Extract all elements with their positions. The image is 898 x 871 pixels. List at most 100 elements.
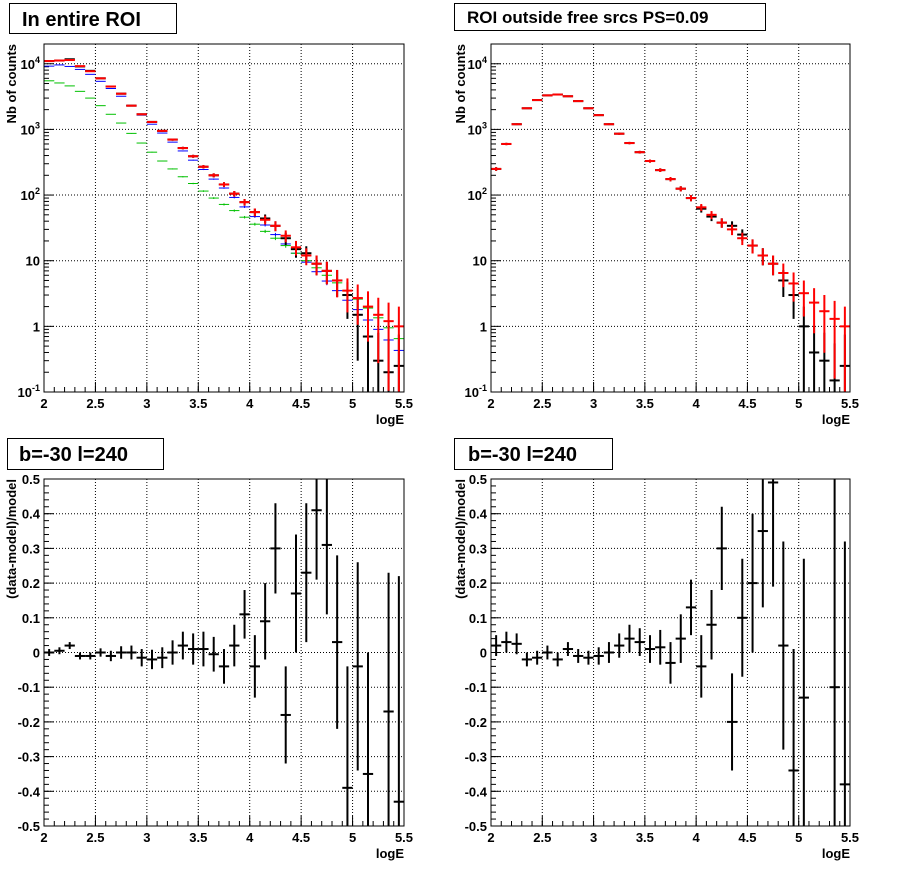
chart-4-x-tick-label: 3 [590, 830, 597, 845]
chart-4-svg: 2 2.5 3 3.5 4 4.5 5 5.5 -0.5 -0.4 -0.3 -0.2 -0.1 0 0.1… [453, 472, 859, 861]
chart-1-y-tick-label: 10 [26, 254, 40, 269]
chart-4-y-axis-title: (data-model)/model [453, 479, 468, 599]
chart-2-y-tick-label: 104 [468, 55, 487, 72]
chart-2-x-axis-title: logE [822, 412, 850, 427]
chart-4-ticks: 2 2.5 3 3.5 4 4.5 5 5.5 -0.5 -0.4 -0.3 -0.2 -0.1 0 0.1… [465, 472, 859, 845]
chart-2-y-tick-label: 103 [468, 120, 487, 137]
chart-3-x-tick-label: 2.5 [86, 830, 104, 845]
chart-3-y-tick-label: 0.5 [22, 472, 40, 487]
chart-2-y-tick-exponent: 2 [482, 186, 487, 196]
chart-3-x-tick-label: 5 [349, 830, 356, 845]
chart-1-y-tick-exponent: 4 [35, 55, 40, 65]
chart-1-y-tick-base: 10 [21, 122, 35, 137]
chart-4-y-tick-label: 0.2 [469, 576, 487, 591]
chart-2-title: ROI outside free srcs PS=0.09 [454, 3, 766, 31]
chart-4-y-tick-label: 0.4 [469, 507, 488, 522]
chart-1-y-tick-label: 102 [21, 186, 40, 203]
chart-2-y-axis-title: Nb of counts [453, 44, 468, 123]
chart-2-data [491, 93, 850, 392]
chart-1-x-axis-title: logE [376, 412, 404, 427]
chart-2-x-tick-label: 2.5 [533, 396, 551, 411]
chart-panel-1: 2 2.5 3 3.5 4 4.5 5 5.5 10-1 1 10 102 103 104 logE Nb o… [0, 0, 449, 435]
chart-1-x-tick-label: 2 [40, 396, 47, 411]
chart-2-y-tick-base: 10 [468, 188, 482, 203]
chart-2-y-tick-exponent: 3 [482, 120, 487, 130]
chart-3-y-tick-label: -0.3 [18, 750, 40, 765]
chart-2-x-tick-label: 5 [795, 396, 802, 411]
chart-4-grid [491, 479, 850, 826]
chart-1-y-tick-base: 10 [21, 188, 35, 203]
chart-3-y-tick-label: 0.4 [22, 507, 41, 522]
chart-4-plot-frame [490, 478, 851, 827]
chart-1-x-tick-label: 3.5 [189, 396, 207, 411]
chart-1-y-tick-label: 1 [33, 319, 40, 334]
chart-3-data [44, 479, 404, 826]
chart-3-x-axis-title: logE [376, 846, 404, 861]
chart-1-x-tick-label: 5 [349, 396, 356, 411]
chart-1-y-tick-base: 10 [21, 57, 35, 72]
chart-3-x-tick-label: 2 [40, 830, 47, 845]
chart-1-y-tick-label: 103 [21, 120, 40, 137]
chart-2-x-tick-label: 3 [590, 396, 597, 411]
chart-1-series-0 [44, 58, 404, 392]
chart-4-x-tick-label: 4.5 [738, 830, 756, 845]
chart-1-x-tick-label: 4 [246, 396, 254, 411]
chart-panel-3: 2 2.5 3 3.5 4 4.5 5 5.5 -0.5 -0.4 -0.3 -0.2 -0.1 0 0.1… [0, 435, 449, 871]
chart-2-y-tick-base: 10 [468, 122, 482, 137]
chart-4-y-tick-label: -0.3 [465, 750, 487, 765]
chart-2-x-tick-label: 2 [487, 396, 494, 411]
chart-2-series-1 [491, 93, 850, 392]
chart-3-y-tick-label: 0.1 [22, 611, 40, 626]
chart-3-x-tick-label: 5.5 [395, 830, 413, 845]
chart-4-y-tick-label: -0.1 [465, 680, 487, 695]
chart-3-y-tick-label: -0.4 [18, 784, 41, 799]
chart-panel-2: 2 2.5 3 3.5 4 4.5 5 5.5 10-1 1 10 102 103 104 logE Nb o… [449, 0, 898, 435]
chart-2-y-tick-label: 102 [468, 186, 487, 203]
chart-2-y-tick-base: 10 [468, 57, 482, 72]
chart-1-plot-frame [43, 43, 405, 393]
chart-2-plot-frame [490, 43, 851, 393]
chart-3-plot-frame [43, 478, 405, 827]
chart-3-series-0 [44, 479, 404, 826]
chart-1-data [44, 58, 404, 392]
chart-4-data [491, 479, 850, 826]
chart-3-x-tick-label: 3 [143, 830, 150, 845]
chart-3-y-tick-label: -0.5 [18, 819, 40, 834]
chart-1-x-tick-label: 5.5 [395, 396, 413, 411]
chart-3-y-tick-label: 0.3 [22, 541, 40, 556]
chart-1-y-tick-exponent: 2 [35, 186, 40, 196]
chart-1-y-tick-base: 10 [18, 385, 32, 400]
chart-3-ticks: 2 2.5 3 3.5 4 4.5 5 5.5 -0.5 -0.4 -0.3 -0.2 -0.1 0 0.1… [18, 472, 413, 845]
chart-4-y-tick-label: -0.2 [465, 715, 487, 730]
chart-4-series-0 [491, 479, 850, 826]
chart-2-x-tick-label: 4 [693, 396, 701, 411]
chart-3-y-tick-label: -0.1 [18, 680, 40, 695]
chart-2-y-tick-exponent: 4 [482, 55, 487, 65]
chart-1-x-tick-label: 4.5 [292, 396, 310, 411]
chart-1-title: In entire ROI [9, 3, 177, 34]
chart-1-series-1 [44, 64, 404, 368]
chart-1-y-tick-exponent: -1 [32, 383, 40, 393]
chart-panel-4: 2 2.5 3 3.5 4 4.5 5 5.5 -0.5 -0.4 -0.3 -0.2 -0.1 0 0.1… [449, 435, 898, 871]
chart-1-y-tick-exponent: 3 [35, 120, 40, 130]
chart-2-y-tick-base: 10 [465, 385, 479, 400]
chart-1-y-tick-label: 104 [21, 55, 40, 72]
chart-2-x-tick-label: 4.5 [738, 396, 756, 411]
chart-4-y-tick-label: -0.5 [465, 819, 487, 834]
chart-3-y-tick-label: 0 [33, 646, 40, 661]
chart-3-title: b=-30 l=240 [7, 438, 164, 470]
chart-3-x-tick-label: 3.5 [189, 830, 207, 845]
chart-3-x-tick-label: 4 [246, 830, 254, 845]
chart-2-grid [491, 44, 850, 392]
chart-4-title: b=-30 l=240 [454, 438, 613, 470]
chart-3-y-axis-title: (data-model)/model [4, 479, 19, 599]
chart-2-y-tick-exponent: -1 [479, 383, 487, 393]
chart-4-x-tick-label: 3.5 [636, 830, 654, 845]
chart-4-y-tick-label: 0.3 [469, 541, 487, 556]
chart-1-grid [44, 44, 404, 392]
chart-2-x-tick-label: 3.5 [636, 396, 654, 411]
chart-4-x-tick-label: 5.5 [841, 830, 859, 845]
